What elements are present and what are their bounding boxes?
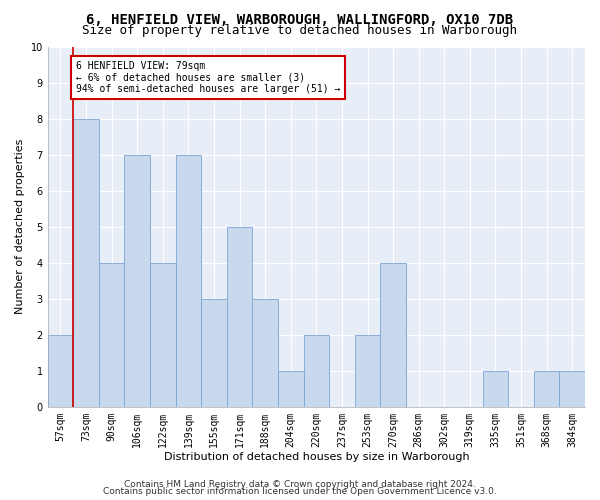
Text: Size of property relative to detached houses in Warborough: Size of property relative to detached ho… bbox=[83, 24, 517, 37]
Bar bbox=[176, 154, 201, 407]
Bar bbox=[73, 118, 99, 407]
Bar bbox=[559, 371, 585, 407]
Bar bbox=[482, 371, 508, 407]
X-axis label: Distribution of detached houses by size in Warborough: Distribution of detached houses by size … bbox=[164, 452, 469, 462]
Text: 6, HENFIELD VIEW, WARBOROUGH, WALLINGFORD, OX10 7DB: 6, HENFIELD VIEW, WARBOROUGH, WALLINGFOR… bbox=[86, 12, 514, 26]
Bar bbox=[355, 335, 380, 407]
Bar bbox=[99, 262, 124, 407]
Y-axis label: Number of detached properties: Number of detached properties bbox=[15, 139, 25, 314]
Text: 6 HENFIELD VIEW: 79sqm
← 6% of detached houses are smaller (3)
94% of semi-detac: 6 HENFIELD VIEW: 79sqm ← 6% of detached … bbox=[76, 61, 340, 94]
Bar bbox=[124, 154, 150, 407]
Bar bbox=[278, 371, 304, 407]
Bar bbox=[47, 335, 73, 407]
Text: Contains public sector information licensed under the Open Government Licence v3: Contains public sector information licen… bbox=[103, 487, 497, 496]
Bar bbox=[253, 298, 278, 407]
Bar bbox=[150, 262, 176, 407]
Bar bbox=[227, 226, 253, 407]
Bar bbox=[201, 298, 227, 407]
Bar bbox=[534, 371, 559, 407]
Text: Contains HM Land Registry data © Crown copyright and database right 2024.: Contains HM Land Registry data © Crown c… bbox=[124, 480, 476, 489]
Bar bbox=[304, 335, 329, 407]
Bar bbox=[380, 262, 406, 407]
